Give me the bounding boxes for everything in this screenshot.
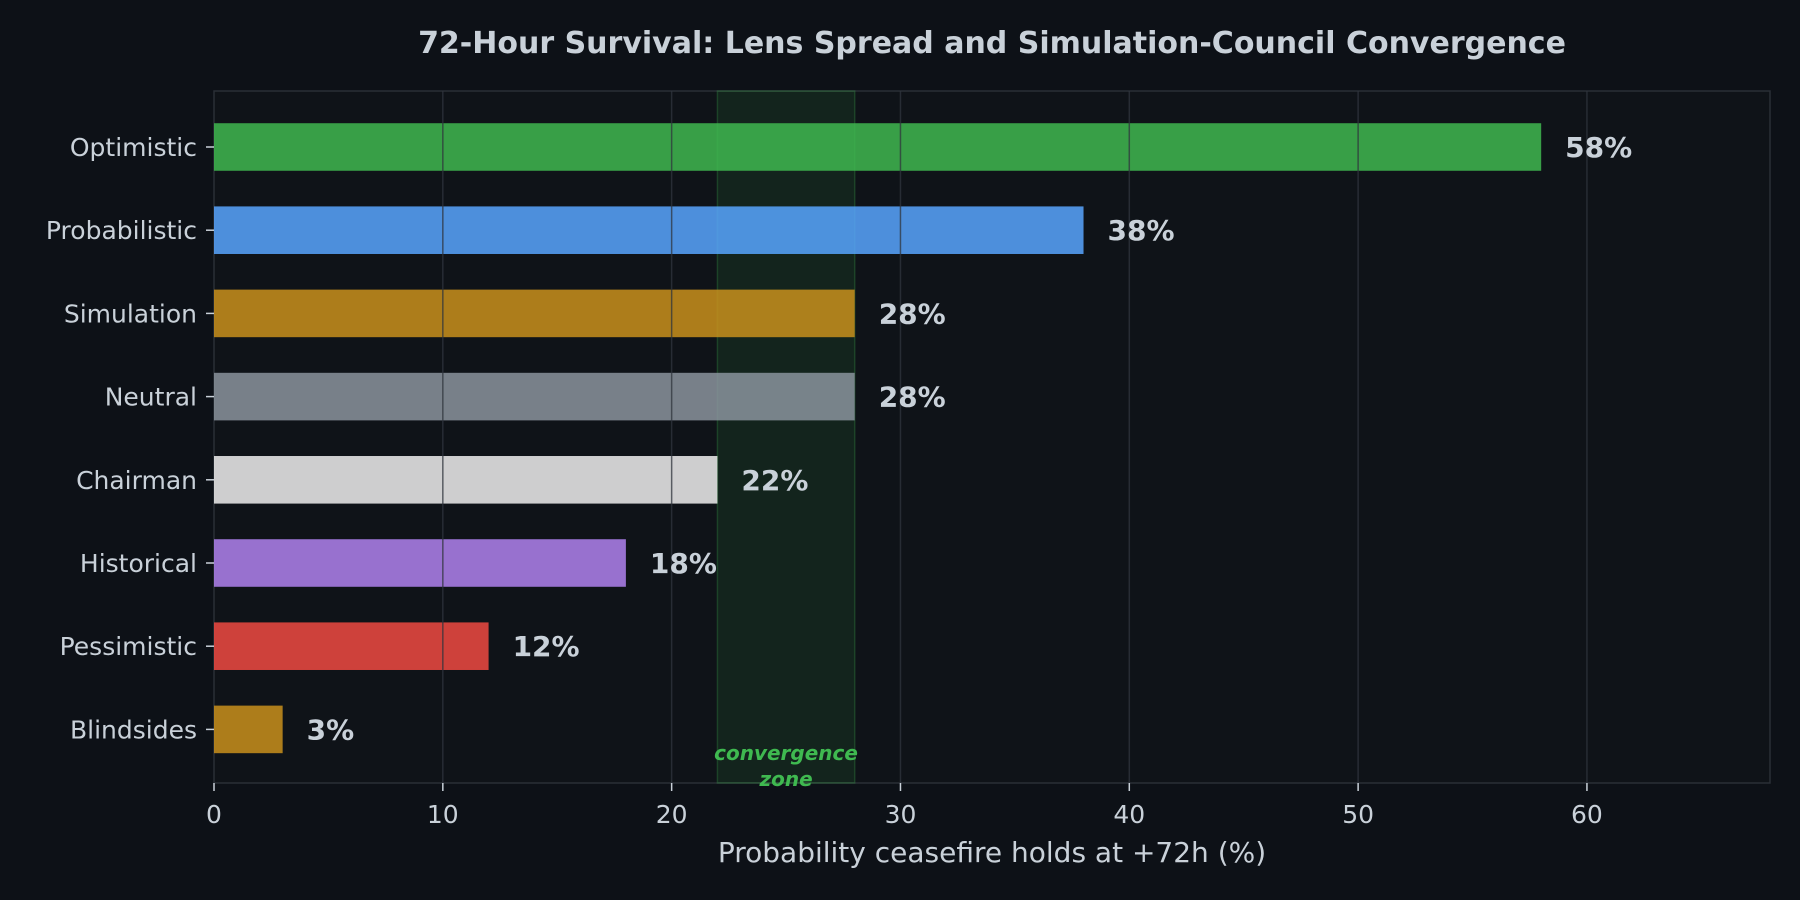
bar-optimistic <box>214 123 1542 171</box>
y-tick-label-probabilistic: Probabilistic <box>46 216 197 245</box>
value-label-chairman: 22% <box>741 464 808 497</box>
convergence-zone-band <box>716 90 856 784</box>
value-label-optimistic: 58% <box>1565 131 1632 164</box>
value-label-blindsides: 3% <box>307 713 355 746</box>
x-tick-label: 30 <box>885 800 917 829</box>
bar-simulation <box>214 289 855 338</box>
y-tick-label-simulation: Simulation <box>64 299 197 328</box>
x-tick-label: 40 <box>1113 800 1145 829</box>
value-label-probabilistic: 38% <box>1108 214 1175 247</box>
bar-pessimistic <box>214 622 489 670</box>
y-tick-label-chairman: Chairman <box>76 466 197 495</box>
chart-title: 72-Hour Survival: Lens Spread and Simula… <box>418 26 1566 61</box>
value-label-neutral: 28% <box>879 381 946 414</box>
y-tick-label-pessimistic: Pessimistic <box>60 632 197 661</box>
x-axis-label: Probability ceasefire holds at +72h (%) <box>718 836 1266 869</box>
value-label-pessimistic: 12% <box>513 630 580 663</box>
convergence-zone-label: convergence <box>714 741 858 765</box>
x-tick-label: 0 <box>206 800 222 829</box>
y-tick-label-blindsides: Blindsides <box>70 715 197 744</box>
bar-neutral <box>214 372 855 421</box>
convergence-zone-label: zone <box>758 767 812 791</box>
bar-probabilistic <box>214 206 1084 254</box>
x-tick-label: 10 <box>427 800 459 829</box>
value-label-historical: 18% <box>650 547 717 580</box>
bar-blindsides <box>214 705 283 754</box>
value-label-simulation: 28% <box>879 297 946 330</box>
bar-chairman <box>214 456 718 504</box>
plot-area <box>213 90 1771 784</box>
y-tick-label-historical: Historical <box>80 549 197 578</box>
bar-historical <box>214 539 626 587</box>
x-tick-label: 20 <box>656 800 688 829</box>
x-tick-label: 60 <box>1571 800 1603 829</box>
x-tick-label: 50 <box>1342 800 1374 829</box>
y-tick-label-optimistic: Optimistic <box>70 133 197 162</box>
y-tick-label-neutral: Neutral <box>105 383 197 412</box>
